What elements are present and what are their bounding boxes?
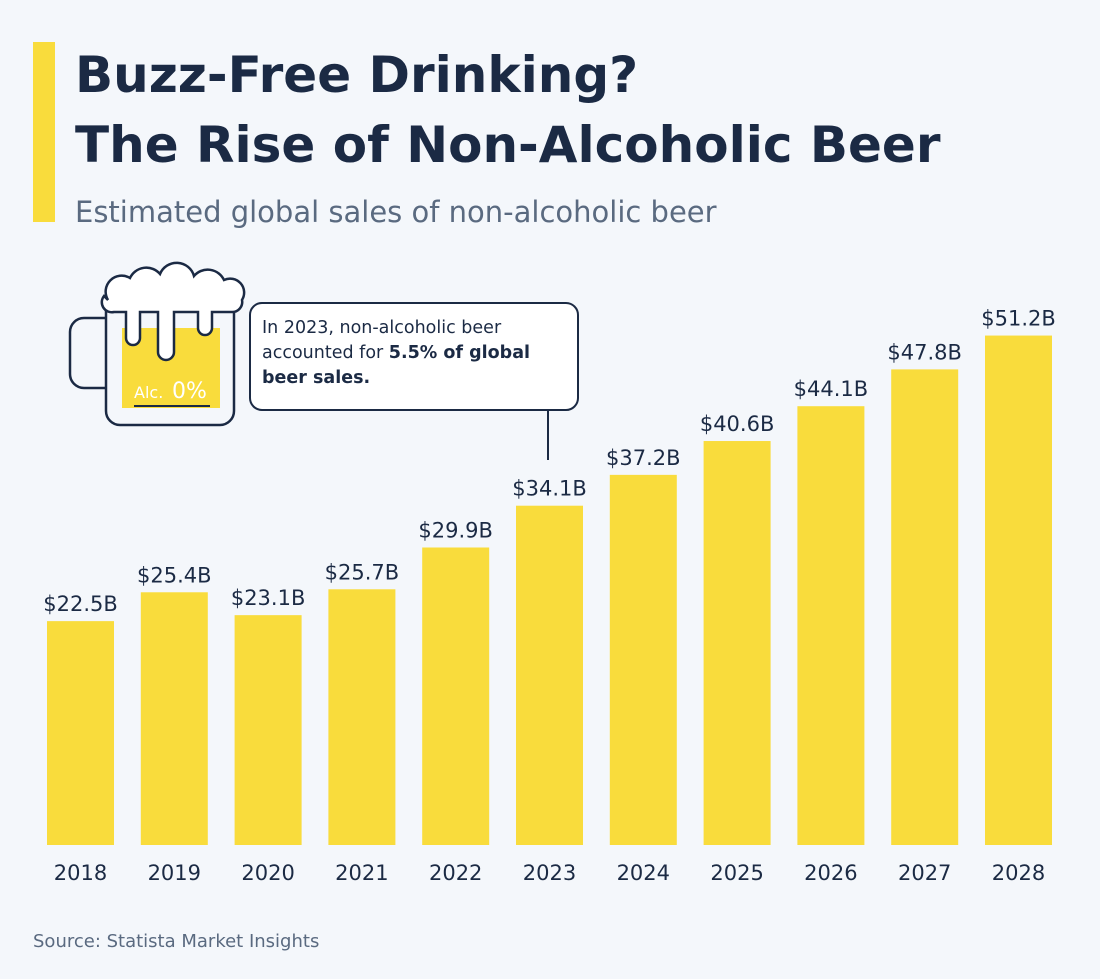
value-label: $47.8B bbox=[887, 340, 962, 364]
value-label: $23.1B bbox=[231, 586, 306, 610]
bar bbox=[797, 406, 865, 845]
bar bbox=[985, 335, 1052, 845]
beer-icon bbox=[68, 261, 246, 427]
chart-subtitle: Estimated global sales of non-alcoholic … bbox=[75, 195, 717, 229]
bar bbox=[234, 615, 302, 845]
value-label: $29.9B bbox=[418, 518, 493, 542]
bar bbox=[422, 547, 490, 845]
x-tick-label: 2025 bbox=[710, 861, 763, 885]
annotation: In 2023, non-alcoholic beer accounted fo… bbox=[262, 316, 570, 391]
x-tick-label: 2022 bbox=[429, 861, 482, 885]
bar bbox=[328, 589, 396, 845]
bar bbox=[703, 441, 771, 845]
accent-bar bbox=[33, 42, 55, 222]
value-label: $37.2B bbox=[606, 446, 681, 470]
x-tick-label: 2021 bbox=[335, 861, 388, 885]
x-tick-label: 2020 bbox=[241, 861, 294, 885]
x-tick-label: 2027 bbox=[898, 861, 951, 885]
x-tick-label: 2024 bbox=[617, 861, 670, 885]
value-label: $44.1B bbox=[794, 377, 869, 401]
bar bbox=[47, 621, 114, 845]
x-tick-label: 2028 bbox=[992, 861, 1045, 885]
icon-label: Alc. bbox=[134, 383, 163, 402]
value-label: $51.2B bbox=[981, 307, 1056, 331]
x-tick-label: 2019 bbox=[148, 861, 201, 885]
bar bbox=[891, 369, 959, 845]
chart-title: The Rise of Non-Alcoholic Beer bbox=[75, 116, 941, 174]
bar bbox=[516, 505, 583, 845]
icon-label: 0% bbox=[172, 379, 207, 404]
annotation-box bbox=[249, 302, 579, 411]
value-label: $22.5B bbox=[43, 592, 118, 616]
x-tick-label: 2023 bbox=[523, 861, 576, 885]
x-tick-label: 2026 bbox=[804, 861, 857, 885]
value-label: $25.7B bbox=[325, 560, 400, 584]
bar bbox=[140, 592, 208, 845]
value-label: $40.6B bbox=[700, 412, 775, 436]
bar bbox=[609, 474, 677, 845]
x-tick-label: 2018 bbox=[54, 861, 107, 885]
value-label: $25.4B bbox=[137, 563, 212, 587]
value-label: $34.1B bbox=[512, 477, 587, 501]
annotation-text: In 2023, non-alcoholic beer accounted fo… bbox=[262, 318, 502, 363]
source: Source: Statista Market Insights bbox=[33, 931, 319, 952]
chart-title: Buzz-Free Drinking? bbox=[75, 46, 638, 104]
annotation-bold: 5.5% of global beer sales. bbox=[262, 343, 531, 388]
